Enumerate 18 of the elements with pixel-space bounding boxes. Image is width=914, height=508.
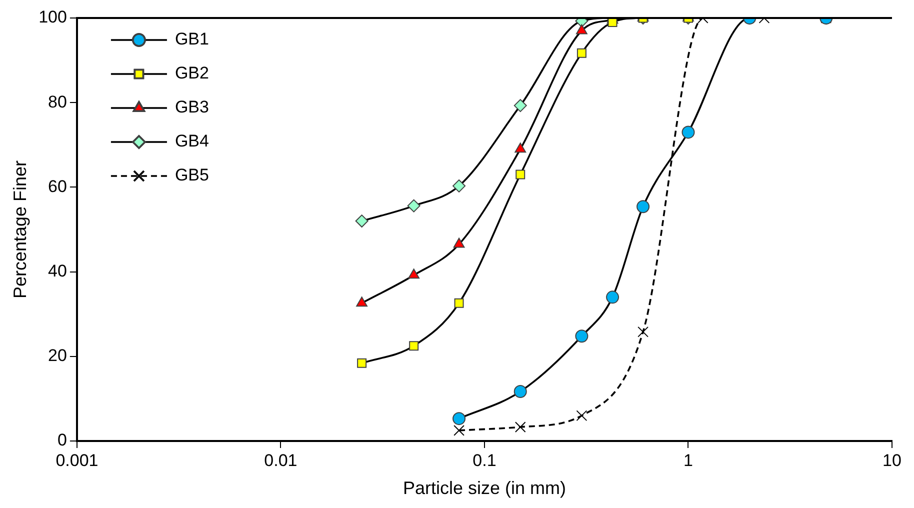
- x-tick-label: 1: [684, 450, 693, 470]
- y-axis-title: Percentage Finer: [10, 160, 30, 299]
- y-tick-label: 100: [38, 8, 67, 27]
- legend-label: GB1: [174, 30, 209, 49]
- x-axis-title: Particle size (in mm): [402, 478, 566, 498]
- y-tick-label: 60: [48, 176, 67, 196]
- legend-label: GB4: [174, 132, 209, 151]
- x-tick-label: 10: [882, 450, 902, 470]
- x-tick-label: 0.01: [264, 450, 298, 470]
- legend-label: GB3: [174, 98, 209, 117]
- x-tick-label: 0.1: [472, 450, 496, 470]
- x-tick-label: 0.001: [56, 450, 98, 470]
- y-tick-label: 20: [48, 346, 67, 366]
- legend-label: GB2: [174, 64, 209, 83]
- legend-label: GB5: [174, 166, 209, 185]
- y-tick-label: 40: [48, 261, 67, 280]
- y-tick-label: 80: [48, 92, 67, 112]
- y-tick-label: 0: [57, 430, 67, 450]
